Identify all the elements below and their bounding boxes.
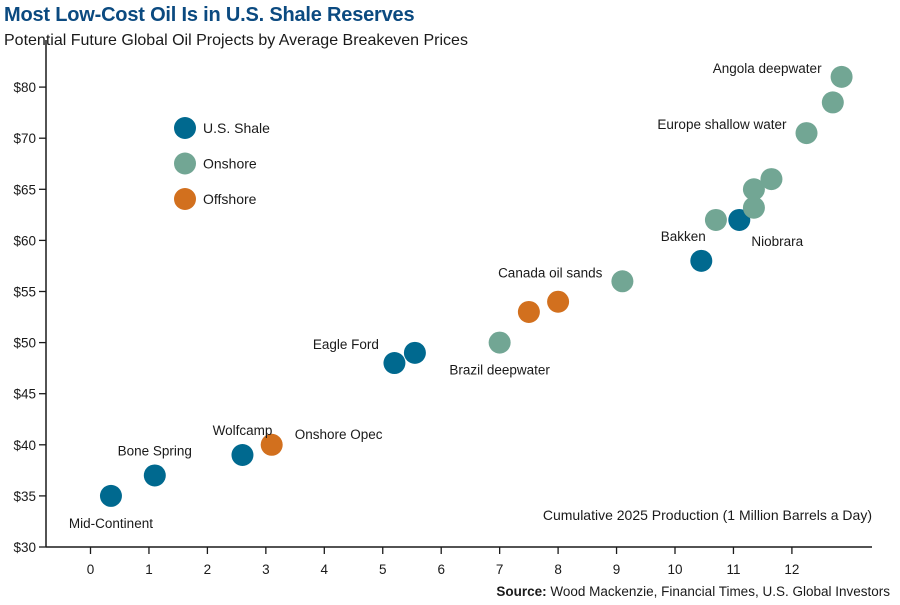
x-tick-label: 5 xyxy=(379,562,387,577)
data-point xyxy=(611,270,634,293)
axes: $30$35$40$45$50$55$60$65$70$800 1 2 3 4 5 6 7 8 9… xyxy=(13,40,872,577)
y-tick-label: $55 xyxy=(13,285,36,300)
point-label: Bone Spring xyxy=(118,443,192,458)
data-point xyxy=(517,300,540,323)
x-tick-label: 7 xyxy=(496,562,504,577)
legend-marker-onshore xyxy=(174,152,196,175)
legend: U.S. Shale Onshore Offshore xyxy=(174,117,270,210)
legend-marker-u-s-shale xyxy=(174,117,196,139)
data-point xyxy=(99,484,122,507)
point-labels: Mid-Continent Bone Spring Wolfcamp Eagle Fo… xyxy=(69,61,822,531)
point-label: Mid-Continent xyxy=(69,516,153,531)
y-tick-label: $35 xyxy=(13,489,36,504)
x-tick-label: 6 xyxy=(437,562,445,577)
x-tick-label: 12 xyxy=(784,562,799,577)
data-point xyxy=(403,341,426,364)
point-label: Eagle Ford xyxy=(313,337,379,352)
y-tick-label: $80 xyxy=(13,80,36,95)
data-points xyxy=(99,65,853,507)
y-tick-label: $40 xyxy=(13,438,36,453)
data-point xyxy=(795,122,818,145)
data-point xyxy=(690,249,713,272)
point-label: Bakken xyxy=(661,229,706,244)
data-point xyxy=(821,91,844,114)
y-tick-label: $60 xyxy=(13,233,36,248)
x-tick-label: 0 xyxy=(87,562,95,577)
point-label: Europe shallow water xyxy=(657,117,787,132)
data-point xyxy=(830,65,853,88)
data-point xyxy=(760,168,783,191)
data-point xyxy=(742,196,765,219)
data-point xyxy=(728,208,751,231)
data-point xyxy=(260,433,283,456)
y-tick-label: $70 xyxy=(13,131,36,146)
x-tick-label: 8 xyxy=(554,562,562,577)
data-point xyxy=(383,352,406,375)
legend-label: Offshore xyxy=(203,191,257,207)
data-point xyxy=(704,208,727,231)
data-point xyxy=(547,290,570,313)
x-tick-label: 11 xyxy=(726,562,740,577)
legend-marker-offshore xyxy=(174,188,196,210)
y-tick-label: $45 xyxy=(13,387,36,402)
source-label: Source: xyxy=(496,584,547,599)
point-label: Onshore Opec xyxy=(295,427,383,442)
point-label: Angola deepwater xyxy=(713,61,822,76)
x-tick-label: 4 xyxy=(321,562,329,577)
y-tick-label: $50 xyxy=(13,336,36,351)
source-note: Source: Wood Mackenzie, Financial Times,… xyxy=(496,584,890,599)
chart-subtitle: Potential Future Global Oil Projects by … xyxy=(4,32,468,49)
point-label: Canada oil sands xyxy=(498,265,603,280)
data-point xyxy=(143,464,166,487)
legend-label: U.S. Shale xyxy=(203,120,270,136)
y-tick-label: $30 xyxy=(13,540,36,555)
data-point xyxy=(488,331,511,354)
x-tick-label: 1 xyxy=(145,562,153,577)
point-label: Brazil deepwater xyxy=(449,363,550,378)
data-point xyxy=(742,178,765,201)
x-tick-label: 9 xyxy=(613,562,621,577)
point-label: Wolfcamp xyxy=(213,423,273,438)
source-text: Wood Mackenzie, Financial Times, U.S. Gl… xyxy=(546,584,890,599)
x-axis-title: Cumulative 2025 Production (1 Million Ba… xyxy=(543,507,872,523)
data-point xyxy=(231,444,254,467)
y-tick-label: $65 xyxy=(13,182,36,197)
point-label: Niobrara xyxy=(751,234,803,249)
x-tick-label: 2 xyxy=(204,562,212,577)
legend-label: Onshore xyxy=(203,156,257,172)
chart-title: Most Low-Cost Oil Is in U.S. Shale Reser… xyxy=(4,4,415,26)
x-tick-label: 10 xyxy=(667,562,682,577)
x-tick-label: 3 xyxy=(262,562,270,577)
